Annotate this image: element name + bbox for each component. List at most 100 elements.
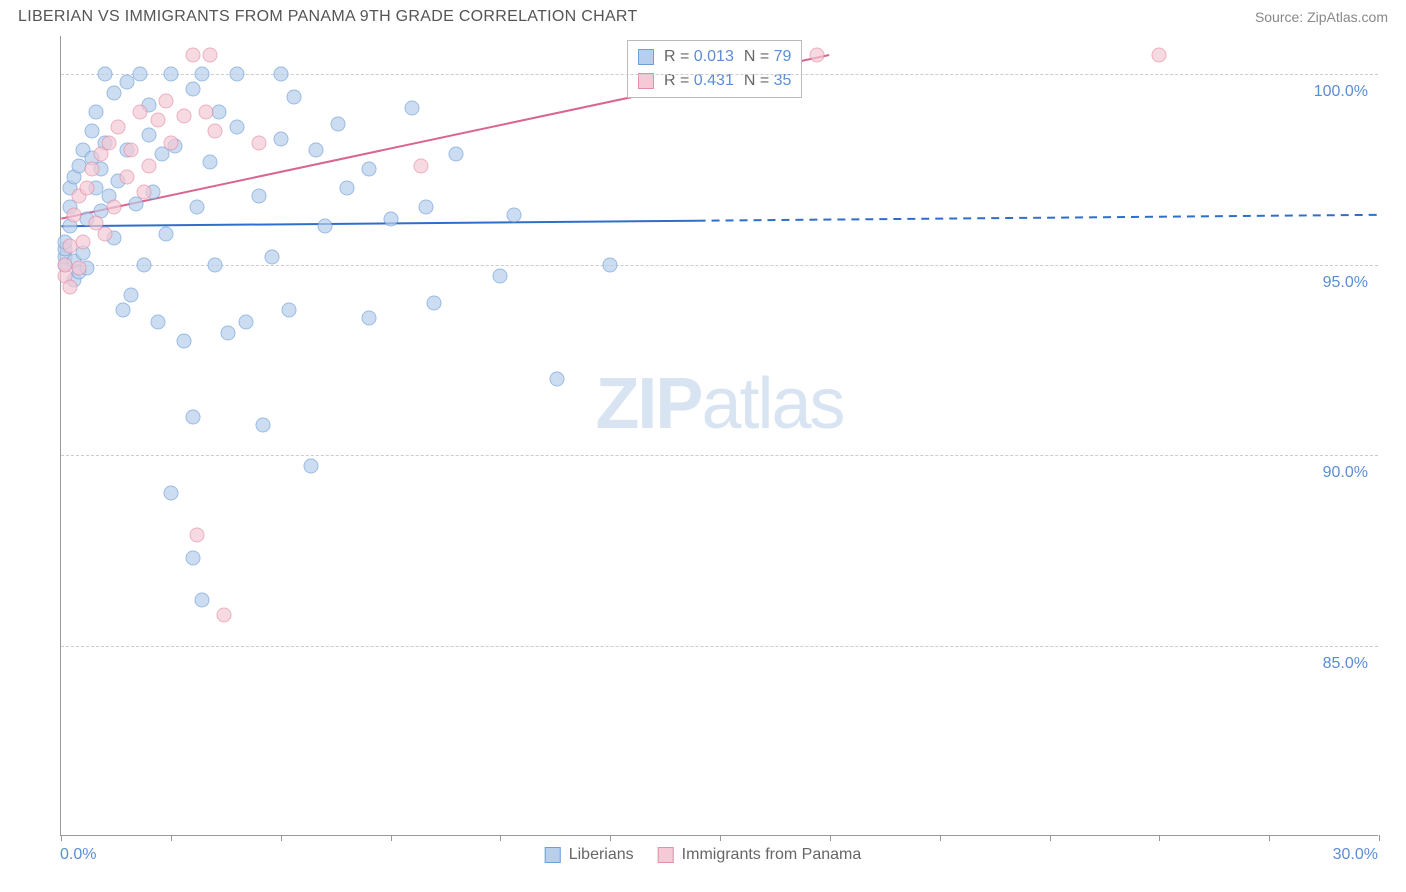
data-point xyxy=(124,288,139,303)
data-point xyxy=(286,89,301,104)
x-tick xyxy=(720,835,721,841)
n-label-1: N = 79 xyxy=(744,45,792,69)
watermark: ZIPatlas xyxy=(595,363,843,445)
x-tick xyxy=(1379,835,1380,841)
x-tick xyxy=(1050,835,1051,841)
data-point xyxy=(133,105,148,120)
data-point xyxy=(185,409,200,424)
watermark-zip: ZIP xyxy=(595,364,701,444)
data-point xyxy=(198,105,213,120)
data-point xyxy=(102,135,117,150)
data-point xyxy=(150,112,165,127)
data-point xyxy=(418,200,433,215)
data-point xyxy=(111,120,126,135)
x-tick xyxy=(610,835,611,841)
data-point xyxy=(603,257,618,272)
data-point xyxy=(229,67,244,82)
data-point xyxy=(89,105,104,120)
data-point xyxy=(159,93,174,108)
legend-label-panama: Immigrants from Panama xyxy=(682,846,862,864)
data-point xyxy=(106,86,121,101)
gridline xyxy=(61,265,1378,266)
legend-label-liberians: Liberians xyxy=(569,846,634,864)
data-point xyxy=(264,249,279,264)
data-point xyxy=(133,67,148,82)
data-point xyxy=(177,109,192,124)
data-point xyxy=(238,314,253,329)
data-point xyxy=(273,131,288,146)
data-point xyxy=(809,48,824,63)
data-point xyxy=(141,158,156,173)
watermark-atlas: atlas xyxy=(701,364,843,444)
chart-title: LIBERIAN VS IMMIGRANTS FROM PANAMA 9TH G… xyxy=(18,8,638,26)
gridline xyxy=(61,74,1378,75)
data-point xyxy=(75,234,90,249)
data-point xyxy=(115,303,130,318)
data-point xyxy=(190,528,205,543)
trend-lines xyxy=(61,36,1378,835)
data-point xyxy=(273,67,288,82)
data-point xyxy=(427,295,442,310)
data-point xyxy=(137,185,152,200)
data-point xyxy=(251,189,266,204)
chart-container: 9th Grade ZIPatlas R = 0.013 N = 79 R = … xyxy=(18,36,1388,836)
data-point xyxy=(506,208,521,223)
legend-item-panama: Immigrants from Panama xyxy=(658,846,862,864)
data-point xyxy=(216,608,231,623)
x-axis-start-label: 0.0% xyxy=(60,846,96,864)
data-point xyxy=(405,101,420,116)
data-point xyxy=(106,200,121,215)
data-point xyxy=(194,592,209,607)
data-point xyxy=(163,135,178,150)
data-point xyxy=(163,67,178,82)
y-tick-label: 95.0% xyxy=(1323,274,1368,292)
x-tick xyxy=(1159,835,1160,841)
data-point xyxy=(62,280,77,295)
data-point xyxy=(339,181,354,196)
legend-swatch-1 xyxy=(638,49,654,65)
data-point xyxy=(97,67,112,82)
data-point xyxy=(71,261,86,276)
r-legend-row-2: R = 0.431 N = 35 xyxy=(638,69,791,93)
data-point xyxy=(304,459,319,474)
x-tick xyxy=(61,835,62,841)
data-point xyxy=(159,227,174,242)
x-axis-end-label: 30.0% xyxy=(1333,846,1378,864)
legend-item-liberians: Liberians xyxy=(545,846,634,864)
data-point xyxy=(330,116,345,131)
data-point xyxy=(141,128,156,143)
data-point xyxy=(1152,48,1167,63)
data-point xyxy=(361,162,376,177)
x-tick xyxy=(391,835,392,841)
data-point xyxy=(150,314,165,329)
x-tick xyxy=(281,835,282,841)
data-point xyxy=(137,257,152,272)
data-point xyxy=(67,208,82,223)
data-point xyxy=(251,135,266,150)
bottom-legend: Liberians Immigrants from Panama xyxy=(545,846,862,864)
gridline xyxy=(61,455,1378,456)
data-point xyxy=(207,124,222,139)
data-point xyxy=(84,124,99,139)
x-tick xyxy=(1269,835,1270,841)
source-label: Source: ZipAtlas.com xyxy=(1255,9,1388,25)
data-point xyxy=(163,486,178,501)
data-point xyxy=(550,371,565,386)
legend-swatch-panama xyxy=(658,847,674,863)
data-point xyxy=(414,158,429,173)
data-point xyxy=(449,147,464,162)
data-point xyxy=(308,143,323,158)
data-point xyxy=(185,82,200,97)
data-point xyxy=(361,310,376,325)
legend-swatch-liberians xyxy=(545,847,561,863)
data-point xyxy=(190,200,205,215)
x-tick xyxy=(830,835,831,841)
data-point xyxy=(119,169,134,184)
data-point xyxy=(317,219,332,234)
data-point xyxy=(212,105,227,120)
r-label-1: R = 0.013 xyxy=(664,45,734,69)
r-legend-row-1: R = 0.013 N = 79 xyxy=(638,45,791,69)
y-tick-label: 85.0% xyxy=(1323,655,1368,673)
data-point xyxy=(124,143,139,158)
data-point xyxy=(97,227,112,242)
